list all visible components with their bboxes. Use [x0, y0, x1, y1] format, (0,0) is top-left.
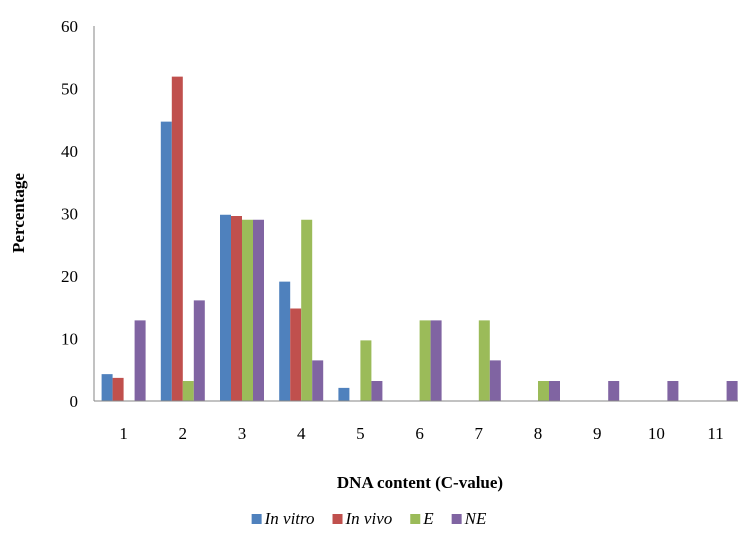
bar-ne-7 — [489, 360, 501, 402]
legend-item: In vitro — [251, 509, 315, 528]
bar-ne-4 — [312, 360, 324, 402]
bar-in-vitro-3 — [220, 214, 231, 401]
y-tick-label: 20 — [61, 267, 78, 286]
bar-e-4 — [301, 219, 313, 401]
x-tick-label: 11 — [707, 424, 723, 443]
bar-ne-1 — [134, 320, 146, 402]
legend-swatch — [332, 514, 343, 524]
bar-ne-5 — [371, 381, 383, 401]
y-tick-label: 40 — [61, 142, 78, 161]
x-tick-label: 6 — [415, 424, 424, 443]
x-tick-label: 7 — [475, 424, 484, 443]
y-tick-label: 60 — [61, 17, 78, 36]
legend-label: E — [422, 509, 434, 528]
bar-in-vitro-1 — [101, 374, 113, 402]
bar-ne-8 — [549, 381, 560, 401]
y-axis-title: Percentage — [9, 173, 28, 253]
x-tick-label: 3 — [238, 424, 247, 443]
y-tick-label: 10 — [61, 330, 78, 349]
bars — [101, 76, 738, 402]
legend-item: E — [410, 509, 434, 528]
legend-item: In vivo — [332, 509, 393, 528]
x-tick-label: 8 — [534, 424, 543, 443]
y-tick-label: 30 — [61, 205, 78, 224]
y-tick-label: 50 — [61, 80, 78, 99]
bar-e-6 — [419, 320, 431, 402]
x-tick-label: 9 — [593, 424, 602, 443]
bar-e-2 — [182, 381, 194, 401]
legend: In vitro In vivo E NE — [251, 509, 487, 528]
bar-ne-11 — [726, 381, 738, 401]
bar-ne-2 — [193, 300, 205, 402]
bar-in-vitro-5 — [338, 387, 350, 402]
x-tick-label: 5 — [356, 424, 365, 443]
legend-label: In vivo — [345, 509, 393, 528]
y-axis-ticks: 0 10 20 30 40 50 60 — [61, 17, 78, 411]
x-tick-label: 10 — [648, 424, 665, 443]
bar-ne-6 — [430, 320, 442, 402]
legend-item: NE — [451, 509, 487, 528]
legend-label: In vitro — [264, 509, 315, 528]
bar-e-5 — [360, 340, 372, 402]
bar-e-7 — [478, 320, 490, 402]
legend-swatch — [251, 514, 262, 524]
bar-in-vitro-4 — [279, 281, 291, 402]
bar-ne-10 — [667, 381, 679, 401]
bar-in-vivo-4 — [290, 308, 302, 401]
bar-in-vitro-2 — [160, 121, 172, 402]
bar-in-vivo-2 — [171, 76, 183, 402]
bar-in-vivo-3 — [231, 216, 242, 401]
y-tick-label: 0 — [70, 392, 79, 411]
x-tick-label: 2 — [179, 424, 188, 443]
x-tick-label: 1 — [119, 424, 128, 443]
bar-e-3 — [242, 219, 253, 401]
legend-label: NE — [464, 509, 487, 528]
legend-swatch — [410, 514, 421, 524]
bar-ne-3 — [253, 219, 264, 401]
x-axis-ticks: 1 2 3 4 5 6 7 8 9 10 11 — [119, 424, 723, 443]
bar-e-8 — [538, 381, 549, 401]
x-tick-label: 4 — [297, 424, 306, 443]
x-axis-title: DNA content (C-value) — [337, 473, 503, 492]
bar-ne-9 — [608, 381, 620, 401]
legend-swatch — [451, 514, 462, 524]
bar-in-vivo-1 — [112, 377, 124, 402]
